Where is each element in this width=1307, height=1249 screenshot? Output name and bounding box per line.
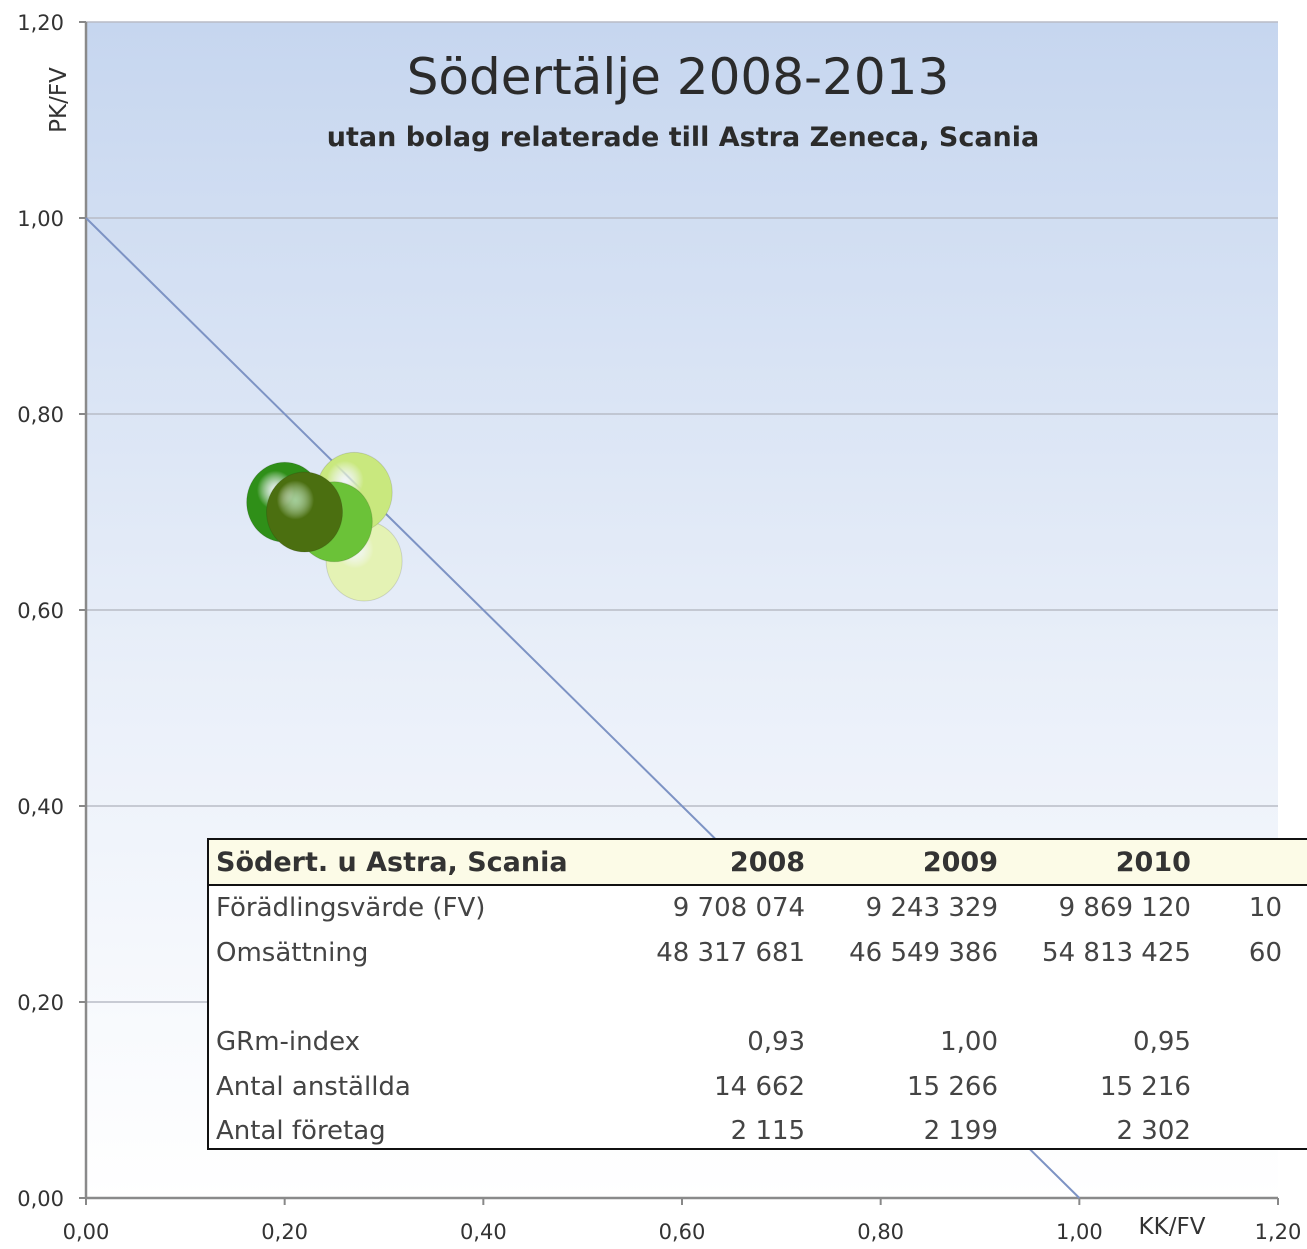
x-tick-label: 0,40 [460,1220,507,1244]
table-header-2009: 2009 [922,846,998,878]
row-label: Omsättning [216,937,369,968]
table-row: Förädlingsvärde (FV) 9 708 074 9 243 329… [209,886,1307,931]
x-tick-label: 0,60 [659,1220,706,1244]
cell-2009: 15 266 [907,1071,998,1102]
data-bubble [266,471,344,553]
cell-2009: 1,00 [940,1027,998,1058]
cell-cut: 60 [1248,937,1283,968]
cell-2008: 14 662 [714,1071,806,1102]
x-tick-label: 0,80 [857,1220,904,1244]
cell-2008: 0,93 [747,1027,806,1058]
cell-2010: 54 813 425 [1042,937,1191,968]
row-label: GRm-index [216,1027,361,1058]
row-label: Antal företag [216,1116,386,1147]
cell-2010: 15 216 [1099,1071,1191,1102]
cell-2010: 2 302 [1116,1116,1191,1147]
cell-2008: 48 317 681 [656,937,806,968]
y-axis-title: PK/FV [46,67,72,133]
y-tick-label: 0,40 [17,795,64,819]
chart-title: Södertälje 2008-2013 [407,48,950,106]
cell-2009: 9 243 329 [865,893,998,924]
table-row: GRm-index 0,93 1,00 0,95 [209,1020,1307,1065]
cell-2008: 9 708 074 [672,893,806,924]
table-header-label: Södert. u Astra, Scania [216,846,568,878]
y-tick-label: 0,20 [17,991,64,1015]
x-tick-label: 1,00 [1056,1220,1103,1244]
cell-2009: 2 199 [923,1116,998,1147]
x-axis-title: KK/FV [1139,1214,1206,1240]
cell-2010: 0,95 [1133,1027,1191,1058]
table-header-row: Södert. u Astra, Scania 2008 2009 2010 [209,840,1307,886]
y-tick-label: 0,00 [17,1187,64,1211]
x-tick-label: 0,00 [63,1220,110,1244]
y-tick-label: 1,20 [17,11,64,35]
table-spacer [209,975,1307,1020]
cell-2009: 46 549 386 [849,937,998,968]
bubble-layer [246,451,403,602]
y-tick-label: 0,60 [17,599,64,623]
x-tick-label: 1,20 [1255,1220,1302,1244]
cell-2010: 9 869 120 [1058,893,1191,924]
axis-layer: 0,00 0,20 0,40 0,60 0,80 1,00 1,20 0,00 0,20 0,40… [17,11,1301,1244]
table-header-2010: 2010 [1115,846,1191,878]
x-tick-label: 0,20 [261,1220,308,1244]
y-tick-label: 1,00 [17,207,64,231]
summary-table: Södert. u Astra, Scania 2008 2009 2010 F… [207,838,1307,1150]
table-row: Antal företag 2 115 2 199 2 302 [209,1109,1307,1148]
table-row: Antal anställda 14 662 15 266 15 216 [209,1065,1307,1110]
y-tick-label: 0,80 [17,403,64,427]
cell-cut: 10 [1248,893,1283,924]
cell-2008: 2 115 [730,1116,806,1147]
table-row: Omsättning 48 317 681 46 549 386 54 813 … [209,931,1307,976]
chart-subtitle: utan bolag relaterade till Astra Zeneca,… [327,122,1040,153]
row-label: Förädlingsvärde (FV) [216,893,486,924]
table-header-2008: 2008 [729,846,806,878]
row-label: Antal anställda [216,1071,411,1102]
